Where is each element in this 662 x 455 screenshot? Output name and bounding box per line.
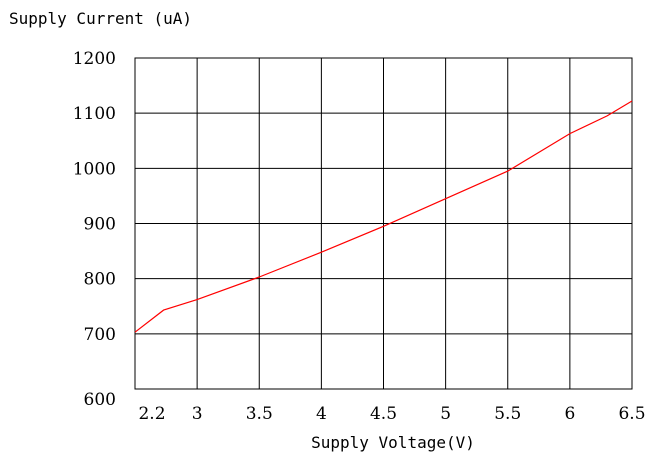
x-tick-label: 4.5 [370, 404, 397, 424]
y-tick-label: 1200 [73, 49, 116, 69]
y-tick-labels: 600 700 800 900 1000 1100 1200 [73, 49, 116, 410]
y-axis-title: Supply Current (uA) [9, 9, 192, 28]
y-tick-label: 1100 [73, 104, 116, 124]
x-tick-labels: 2.2 3 3.5 4 4.5 5 5.5 6 6.5 [138, 404, 645, 424]
series-group [134, 100, 633, 333]
y-tick-label: 700 [84, 325, 116, 345]
y-tick-label: 1000 [73, 159, 116, 179]
y-tick-label: 600 [84, 390, 116, 410]
x-tick-label: 3.5 [246, 404, 273, 424]
x-tick-label: 6.5 [618, 404, 645, 424]
x-axis-title: Supply Voltage(V) [311, 433, 475, 452]
plot-frame [134, 57, 633, 390]
y-tick-label: 900 [84, 215, 116, 235]
x-tick-label: 3 [192, 404, 203, 424]
x-tick-label: 2.2 [138, 404, 165, 424]
series-line [134, 100, 633, 333]
grid [135, 58, 632, 389]
x-tick-label: 4 [316, 404, 327, 424]
x-tick-label: 5 [440, 404, 451, 424]
x-tick-label: 6 [564, 404, 575, 424]
y-tick-label: 800 [84, 270, 116, 290]
x-tick-label: 5.5 [494, 404, 521, 424]
